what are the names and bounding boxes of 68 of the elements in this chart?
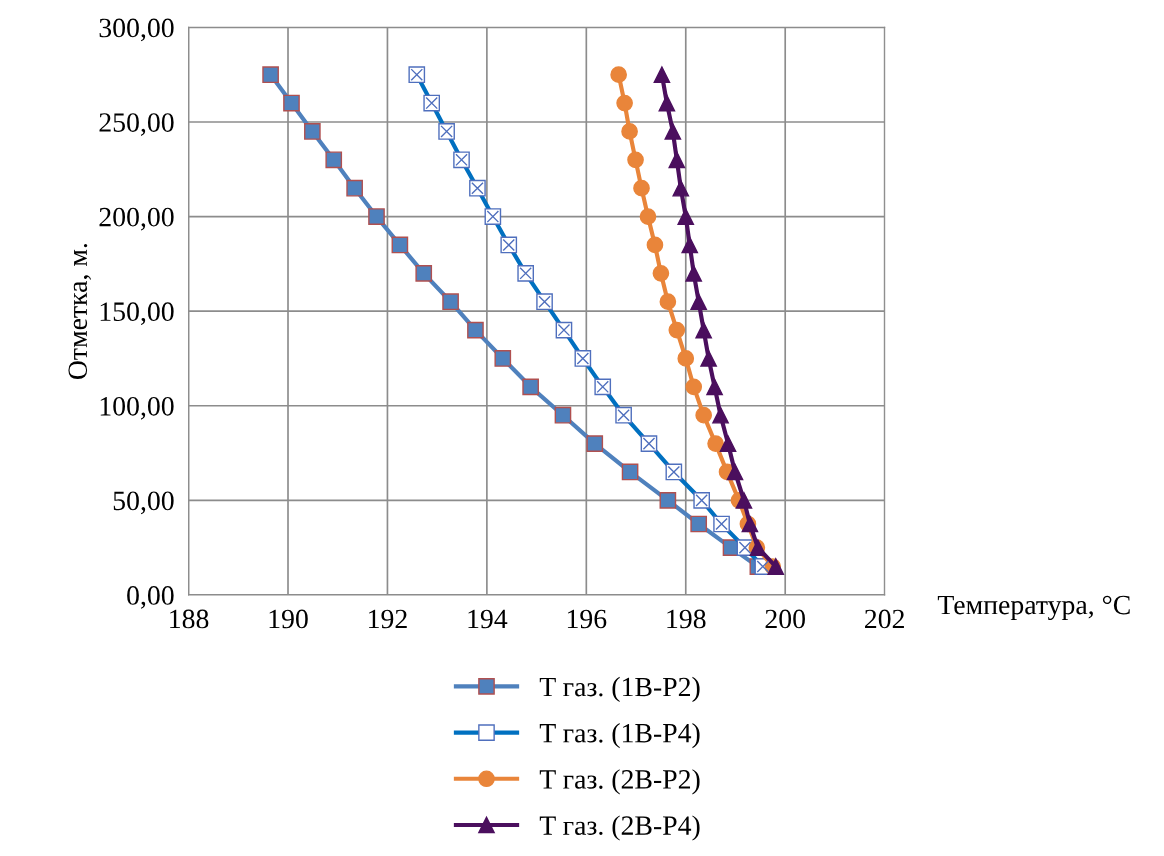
point — [346, 179, 363, 197]
point — [304, 123, 321, 140]
point — [415, 264, 433, 282]
x-tick-label: 192 — [369, 609, 407, 629]
x-tick-label: 202 — [865, 609, 904, 629]
y-tick-label: 250,00 — [99, 113, 174, 136]
point — [494, 350, 512, 367]
point — [681, 236, 699, 254]
point — [658, 94, 676, 112]
point — [726, 463, 744, 481]
point — [621, 463, 639, 481]
point — [616, 94, 633, 112]
point — [672, 179, 690, 197]
legend-label: T газ. (2В-Р4) — [539, 815, 700, 841]
point — [621, 123, 638, 140]
x-tick-label: 194 — [468, 609, 508, 629]
point — [677, 350, 695, 367]
x-tick-label: 196 — [567, 609, 607, 629]
point — [262, 66, 279, 84]
point — [735, 491, 753, 509]
point — [659, 293, 677, 311]
point — [700, 350, 717, 367]
point — [522, 378, 539, 396]
point — [690, 515, 708, 533]
point — [391, 236, 409, 254]
x-tick-label: 190 — [269, 609, 308, 629]
point — [719, 435, 737, 452]
point — [690, 293, 708, 311]
point — [283, 94, 300, 112]
point — [695, 406, 712, 424]
y-tick-label: 50,00 — [113, 491, 174, 515]
point — [685, 378, 703, 396]
point — [633, 179, 650, 197]
point — [668, 151, 686, 169]
point — [685, 264, 703, 282]
point — [639, 208, 657, 225]
point — [712, 406, 729, 424]
point — [467, 321, 484, 339]
x-tick-label: 200 — [765, 609, 805, 629]
point — [627, 151, 644, 169]
point — [554, 406, 572, 424]
legend-label: T газ. (1В-Р4) — [539, 723, 700, 749]
y-tick-label: 100,00 — [100, 396, 174, 420]
y-tick-label: 300,00 — [99, 18, 174, 42]
point — [695, 321, 712, 339]
point — [707, 435, 724, 452]
x-tick-label: 198 — [667, 609, 706, 629]
point — [325, 151, 343, 169]
point — [442, 293, 459, 311]
point — [586, 435, 604, 452]
point — [706, 378, 723, 396]
point — [668, 321, 686, 339]
point — [664, 123, 682, 140]
y-tick-label: 150,00 — [100, 302, 174, 326]
point — [652, 264, 670, 282]
y-tick-label: 200,00 — [99, 207, 174, 231]
point — [659, 491, 677, 509]
point — [677, 208, 695, 225]
y-tick-label: 0,00 — [127, 586, 174, 609]
legend-label: T газ. (1В-Р2) — [539, 676, 700, 703]
point — [368, 208, 385, 225]
point — [610, 66, 627, 84]
x-axis-title: Температура, °C — [937, 595, 1130, 621]
y-axis-title: Отметка, м. — [68, 243, 92, 380]
point — [653, 66, 671, 84]
point — [646, 236, 664, 254]
x-tick-label: 188 — [170, 609, 209, 629]
legend-label: T газ. (2В-Р2) — [539, 769, 700, 795]
